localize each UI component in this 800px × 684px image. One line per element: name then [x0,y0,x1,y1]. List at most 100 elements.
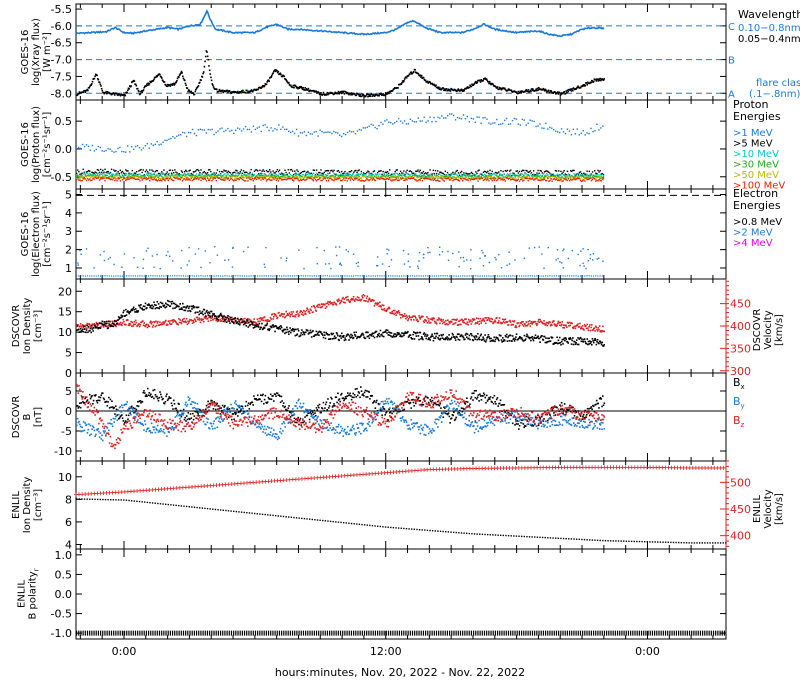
electron-baseline-series-point [78,275,79,276]
dscovr-velocity-series-point [285,311,287,313]
dscovr-velocity-series-point [319,304,321,306]
proton-series-5-point [277,178,278,179]
proton-series-0-point [166,140,167,141]
electron-baseline-series-point [414,275,415,276]
electron-point [458,266,459,267]
proton-series-1-point [406,170,407,171]
proton-series-2-point [298,173,299,174]
proton-series-4-point [418,176,419,177]
electron-point [286,258,287,259]
proton-series-0-point [272,130,273,131]
electron-baseline-series-point [425,275,426,276]
proton-series-0-point [455,119,456,120]
proton-series-0-point [84,146,85,147]
electron-baseline-series-point [368,275,369,276]
xray-short-series-point [138,91,140,93]
proton-series-1-point [111,169,112,170]
electron-baseline-series-point [183,275,184,276]
proton-series-0-point [117,148,118,149]
xray-legend-entry: 0.10−0.8nm [738,23,800,34]
proton-series-0-point [569,130,570,131]
xray-short-series-point [355,95,357,97]
electron-baseline-series-point [126,275,127,276]
electron-baseline-series-point [266,275,267,276]
proton-series-0-point [78,147,79,148]
proton-series-3-point [327,175,328,176]
proton-series-1-point [200,169,201,170]
proton-series-5-point [413,177,414,178]
proton-series-0-point [276,129,277,130]
dscovr-velocity-series-point [479,320,481,322]
proton-series-1-point [268,171,269,172]
xray-short-series-point [213,86,215,88]
proton-series-0-point [382,124,383,125]
proton-series-0-point [327,131,328,132]
dscovr-velocity-series-point [422,316,424,318]
proton-series-5-point [212,178,213,179]
electron-baseline-series-point [532,275,533,276]
xray-short-series-point [199,82,201,84]
dscovr-velocity-series-point [312,311,314,313]
proton-series-0-point [131,146,132,147]
electron-point [86,248,87,249]
electron-baseline-series-point [174,275,175,276]
proton-series-0-point [204,129,205,130]
electron-point [423,254,424,255]
proton-series-1-point [100,169,101,170]
proton-series-0-point [343,133,344,134]
proton-series-5-point [128,179,129,180]
dscovr-velocity-series-point [406,315,408,317]
xray-short-series-point [159,74,161,76]
electron-point [592,259,593,260]
proton-series-2-point [316,173,317,174]
dscovr-velocity-series-point [477,321,479,323]
proton-series-0-point [115,151,116,152]
electron-baseline-series-point [150,275,151,276]
proton-series-0-point [158,144,159,145]
proton-series-1-point [400,171,401,172]
proton-series-0-point [528,123,529,124]
electron-scatter-series [77,246,603,269]
panel-3-y-tick-label: 0 [65,367,72,380]
electron-baseline-series-point [290,275,291,276]
electron-point [79,250,80,251]
xray-short-series-point [98,79,100,81]
proton-series-0-point [363,127,364,128]
electron-baseline-series-point [543,276,544,277]
proton-series-2-point [265,173,266,174]
electron-point [417,265,418,266]
proton-series-0-point [174,137,175,138]
electron-point [113,264,114,265]
xray-y-axis-label-line: [W m⁻²] [42,32,53,72]
proton-series-1-point [117,171,118,172]
proton-series-0-point [431,121,432,122]
proton-series-0-point [168,139,169,140]
proton-series-0-point [292,131,293,132]
proton-series-0-point [302,132,303,133]
electron-baseline-series-point [227,275,228,276]
electron-point [448,260,449,261]
dscovr-velocity-series-point [273,316,275,318]
proton-series-1-point [289,172,290,173]
proton-series-4-point [370,176,371,177]
dscovr-velocity-series-point [221,320,223,322]
electron-baseline-series-point [392,275,393,276]
proton-series-3-point [256,175,257,176]
proton-series-0-point [561,128,562,129]
proton-series-5-point [200,180,201,181]
electron-baseline-series-point [159,275,160,276]
dscovr-velocity-series-point [293,311,295,313]
electron-baseline-series-point [198,275,199,276]
proton-series-0-point [577,128,578,129]
proton-series-1-point [186,171,187,172]
electron-point [495,259,496,260]
electron-baseline-series-point [294,275,295,276]
proton-series-4-point [465,177,466,178]
proton-series-1-point [234,172,235,173]
proton-series-1-point [502,171,503,172]
xray-short-series-point [134,80,136,82]
xray-short-series-point [280,74,282,76]
dscovr-velocity-series-point [132,322,134,324]
proton-series-4-point [148,175,149,176]
proton-y-axis-label-line: GOES-16 [20,122,31,167]
